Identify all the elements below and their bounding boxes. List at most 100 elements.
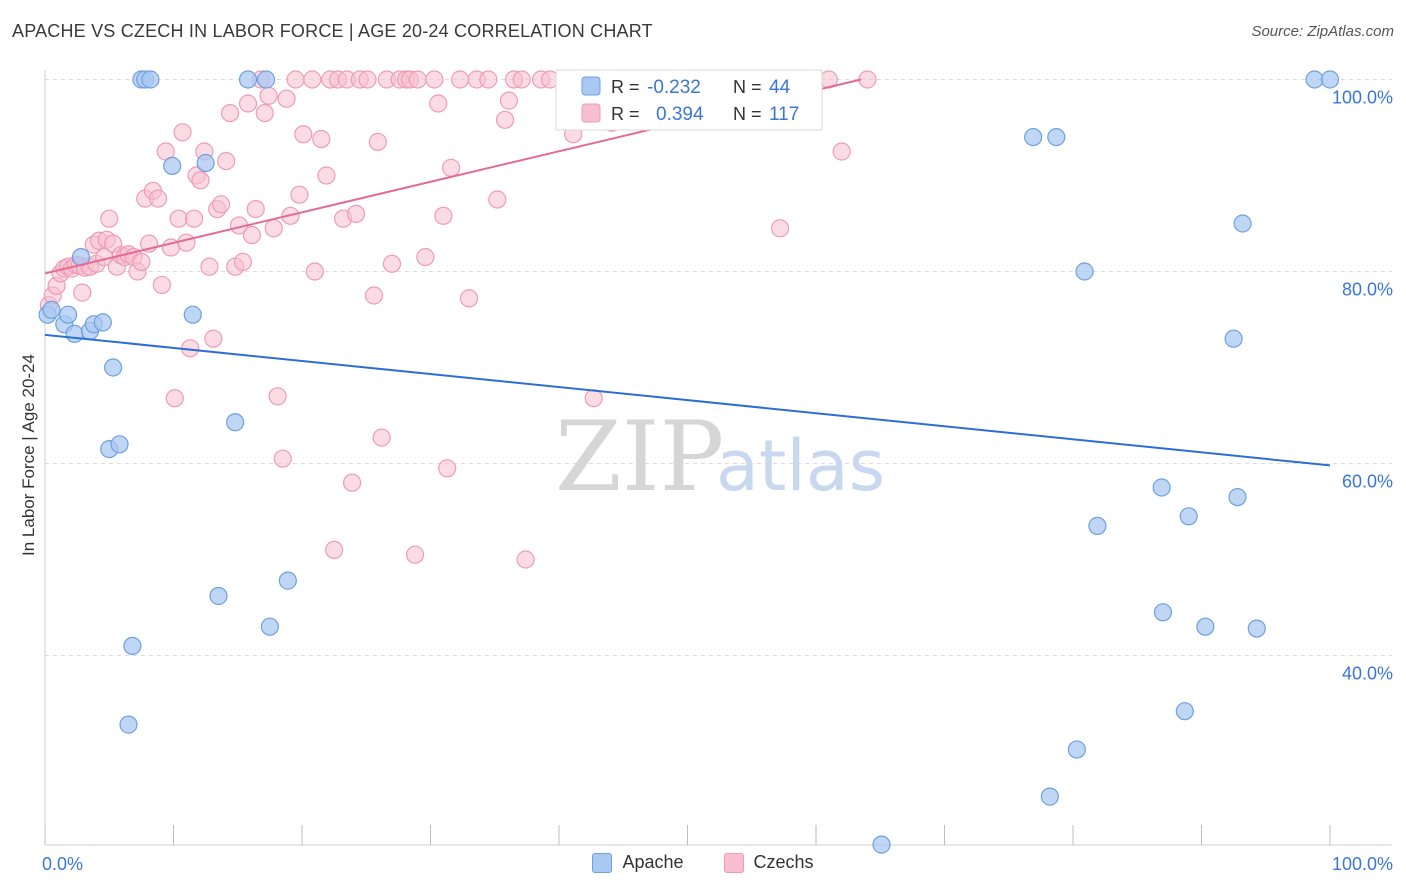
czech-point [273, 449, 292, 468]
czech-point [372, 428, 391, 447]
czechs-swatch [723, 852, 744, 873]
czech-point [346, 204, 366, 223]
czech-point [286, 70, 305, 89]
apache-point [209, 586, 228, 606]
legend-apache-r-label: R = [611, 77, 640, 97]
legend-item-apache: Apache [592, 852, 684, 873]
czech-point [191, 171, 210, 190]
czech-point [495, 110, 515, 129]
czech-point [233, 252, 252, 271]
legend-item-czechs: Czechs [723, 852, 814, 873]
legend-apache-n-value: 44 [769, 77, 791, 98]
czech-points [39, 70, 877, 569]
apache-point [1040, 787, 1059, 806]
apache-point [1320, 70, 1340, 89]
czech-point [217, 152, 236, 171]
apache-swatch [592, 852, 613, 873]
legend-czechs-r-label: R = [611, 104, 640, 124]
czech-point [290, 185, 309, 204]
apache-point [872, 835, 891, 854]
apache-point [1179, 507, 1198, 526]
apache-points [38, 70, 1340, 854]
apache-point [93, 313, 112, 332]
czech-point [584, 389, 603, 408]
apache-point [42, 300, 61, 319]
czech-point [264, 219, 283, 238]
apache-point [1024, 128, 1043, 147]
legend-label-apache: Apache [622, 852, 684, 872]
czech-point [242, 225, 261, 245]
apache-point [260, 617, 279, 636]
apache-point [226, 413, 245, 432]
apache-point [1067, 740, 1086, 759]
apache-point [1088, 516, 1107, 536]
x-tick-labels: 0.0% 100.0% [42, 854, 1393, 874]
y-tick-label: 100.0% [1332, 88, 1393, 108]
apache-point [110, 435, 129, 454]
czech-point [294, 125, 313, 144]
watermark-atlas: atlas [716, 425, 885, 507]
apache-point [1075, 262, 1094, 281]
czech-point [416, 248, 435, 267]
czech-point [770, 219, 790, 238]
apache-point [1233, 214, 1252, 233]
czech-point [516, 550, 535, 569]
czech-point [459, 289, 479, 308]
czech-point [100, 209, 119, 228]
legend-apache-n-label: N = [733, 77, 762, 97]
apache-point [1153, 603, 1173, 622]
source-label: Source: ZipAtlas.com [1251, 23, 1394, 40]
apache-point [1175, 702, 1194, 721]
czech-point [246, 200, 265, 219]
czech-point [858, 70, 877, 89]
apache-point [1224, 329, 1243, 348]
czech-point [312, 129, 331, 149]
apache-point [1228, 488, 1247, 507]
czech-point [303, 70, 322, 89]
apache-point [1196, 617, 1215, 636]
czech-point [220, 103, 240, 123]
czech-point [305, 262, 324, 281]
czech-point [169, 209, 188, 228]
czech-point [277, 89, 296, 108]
czech-point [268, 387, 287, 406]
axes [44, 70, 1392, 846]
apache-point [123, 636, 142, 656]
czech-point [429, 94, 448, 113]
czech-point [73, 283, 92, 302]
gridlines [45, 79, 1392, 656]
czech-point [488, 190, 507, 209]
y-tick-label: 40.0% [1342, 664, 1393, 684]
czech-point [438, 459, 457, 478]
czech-point [211, 195, 231, 214]
apache-point [183, 305, 202, 324]
czech-point [405, 545, 425, 564]
y-tick-label: 80.0% [1342, 280, 1393, 300]
y-axis-label: In Labor Force | Age 20-24 [19, 354, 38, 556]
legend-box: R = -0.232 N = 44 R = 0.394 N = 117 [555, 69, 823, 131]
legend-czechs-n-label: N = [733, 104, 762, 124]
apache-point [1247, 619, 1266, 638]
legend-swatch-apache [581, 76, 601, 96]
czech-point [204, 329, 223, 348]
apache-trend-line [44, 333, 1331, 467]
czech-point [408, 70, 427, 89]
czech-point [173, 123, 192, 142]
apache-point [65, 324, 84, 343]
czech-point [832, 142, 851, 161]
czech-point [479, 70, 498, 89]
y-tick-label: 60.0% [1342, 472, 1393, 492]
apache-point [278, 571, 297, 590]
czech-point [200, 257, 219, 276]
czech-point [382, 254, 402, 273]
czech-point [317, 166, 336, 185]
legend-swatch-czechs [581, 103, 601, 123]
czech-point [152, 275, 172, 295]
czech-point [441, 158, 461, 177]
czech-point [165, 389, 184, 408]
x-tick-label: 0.0% [42, 854, 83, 874]
apache-point [1152, 478, 1171, 497]
apache-point [1305, 70, 1324, 89]
legend-czechs-n-value: 117 [769, 104, 799, 125]
